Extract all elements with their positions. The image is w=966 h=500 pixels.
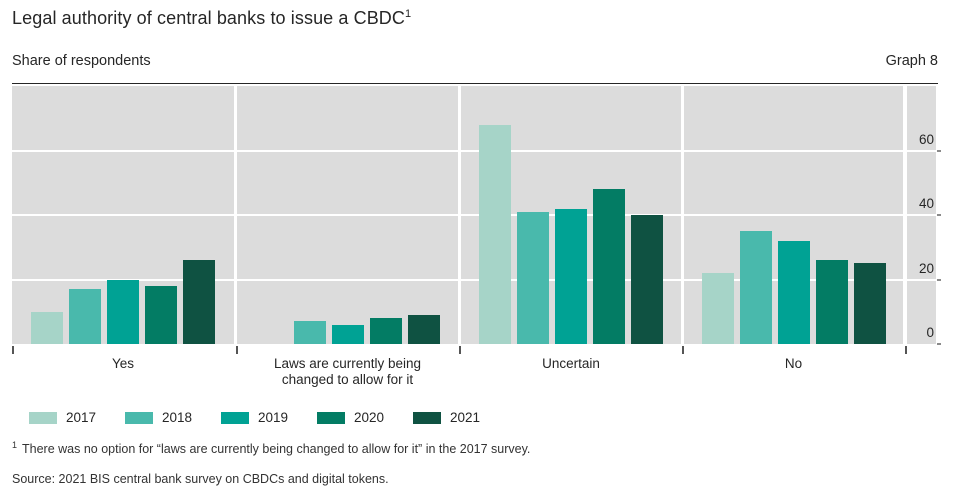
category-label-line: changed to allow for it xyxy=(281,372,414,387)
bar-2018-category1 xyxy=(69,289,101,344)
legend-label-2018: 2018 xyxy=(162,410,193,425)
legend-swatch-2021 xyxy=(413,411,441,424)
x-tick-mark-2 xyxy=(235,346,238,354)
y-axis-strip xyxy=(907,86,936,344)
gridline-60 xyxy=(907,149,936,152)
x-tick-mark-3 xyxy=(458,346,461,354)
category-label-line: Laws are currently being xyxy=(273,356,422,371)
category-label-4: No xyxy=(684,356,903,372)
graph-number-label: Graph 8 xyxy=(885,53,938,69)
footnote: 1 There was no option for “laws are curre… xyxy=(12,440,952,456)
gridline-20 xyxy=(237,278,458,281)
legend-label-2020: 2020 xyxy=(354,410,385,425)
y-tick-mark-0 xyxy=(937,343,941,345)
gridline-40 xyxy=(12,214,234,216)
gridline-20 xyxy=(907,278,936,281)
bar-2021-category4 xyxy=(853,263,886,344)
legend-swatch-2017 xyxy=(29,411,57,424)
gridline-40 xyxy=(907,214,936,216)
legend-label-2019: 2019 xyxy=(258,410,289,425)
subtitle-row: Share of respondents Graph 8 xyxy=(12,53,938,69)
bar-2020-category3 xyxy=(593,189,625,344)
plot-panel-3 xyxy=(461,86,681,344)
legend-swatch-2020 xyxy=(317,411,345,424)
category-label-2: Laws are currently being changed to allow… xyxy=(237,356,458,388)
plot-panel-1 xyxy=(12,86,234,344)
gridline-60 xyxy=(12,149,234,152)
footnote-marker: 1 xyxy=(12,440,18,450)
y-tick-mark-40 xyxy=(937,214,941,216)
plot-panel-4 xyxy=(684,86,903,344)
bar-2020-category4 xyxy=(815,260,848,344)
bar-2018-category2 xyxy=(293,321,326,344)
x-tick-mark-1 xyxy=(12,346,14,354)
legend-item-2019: 2019 xyxy=(221,410,317,425)
legend-item-2018: 2018 xyxy=(125,410,221,425)
category-label-line: Uncertain xyxy=(542,356,600,371)
bar-2019-category3 xyxy=(555,208,587,344)
title-footnote-marker: 1 xyxy=(405,8,412,20)
footnote-text: There was no option for “laws are curren… xyxy=(22,442,531,457)
category-label-line: Yes xyxy=(111,356,135,371)
chart-title-text: Legal authority of central banks to issu… xyxy=(12,8,406,28)
bar-2017-category1 xyxy=(31,311,63,344)
y-tick-label-20: 20 xyxy=(918,260,934,276)
bar-2018-category3 xyxy=(517,211,549,344)
y-tick-label-40: 40 xyxy=(918,196,934,211)
gridline-40 xyxy=(237,214,458,216)
bar-2021-category3 xyxy=(631,215,663,344)
source-line: Source: 2021 BIS central bank survey on … xyxy=(12,472,389,486)
y-tick-mark-20 xyxy=(937,278,941,281)
legend-item-2017: 2017 xyxy=(29,410,125,425)
chart-title: Legal authority of central banks to issu… xyxy=(12,8,411,29)
y-tick-label-0: 0 xyxy=(926,325,934,340)
legend-item-2020: 2020 xyxy=(317,410,413,425)
bar-2019-category1 xyxy=(107,279,139,344)
axis-unit-label: Share of respondents xyxy=(12,53,151,69)
bar-2020-category2 xyxy=(369,318,402,344)
gridline-40 xyxy=(684,214,903,216)
legend-swatch-2018 xyxy=(125,411,153,424)
y-tick-mark-60 xyxy=(937,149,941,152)
legend-label-2021: 2021 xyxy=(450,410,481,425)
legend: 2017 2018 2019 2020 2021 xyxy=(12,410,509,425)
bar-2021-category1 xyxy=(183,260,215,344)
bar-2018-category4 xyxy=(739,231,772,344)
gridline-60 xyxy=(237,149,458,152)
bar-2019-category2 xyxy=(331,324,364,344)
bar-2017-category4 xyxy=(701,273,734,344)
y-tick-label-60: 60 xyxy=(918,131,934,147)
plot-panel-2 xyxy=(237,86,458,344)
x-tick-mark-4 xyxy=(681,346,684,354)
legend-item-2021: 2021 xyxy=(413,410,509,425)
bar-2020-category1 xyxy=(145,285,177,344)
bar-2021-category2 xyxy=(407,314,440,344)
bar-2019-category4 xyxy=(777,240,810,344)
plot-area: Yes Laws are currently being changed to al… xyxy=(12,83,941,387)
gridline-60 xyxy=(684,149,903,152)
category-label-3: Uncertain xyxy=(461,356,681,372)
bar-2017-category3 xyxy=(479,124,511,344)
category-label-1: Yes xyxy=(12,356,234,372)
legend-swatch-2019 xyxy=(221,411,249,424)
legend-label-2017: 2017 xyxy=(66,410,97,425)
category-label-line: No xyxy=(784,356,803,371)
x-tick-mark-5 xyxy=(904,346,907,354)
gridline-60 xyxy=(461,149,681,152)
